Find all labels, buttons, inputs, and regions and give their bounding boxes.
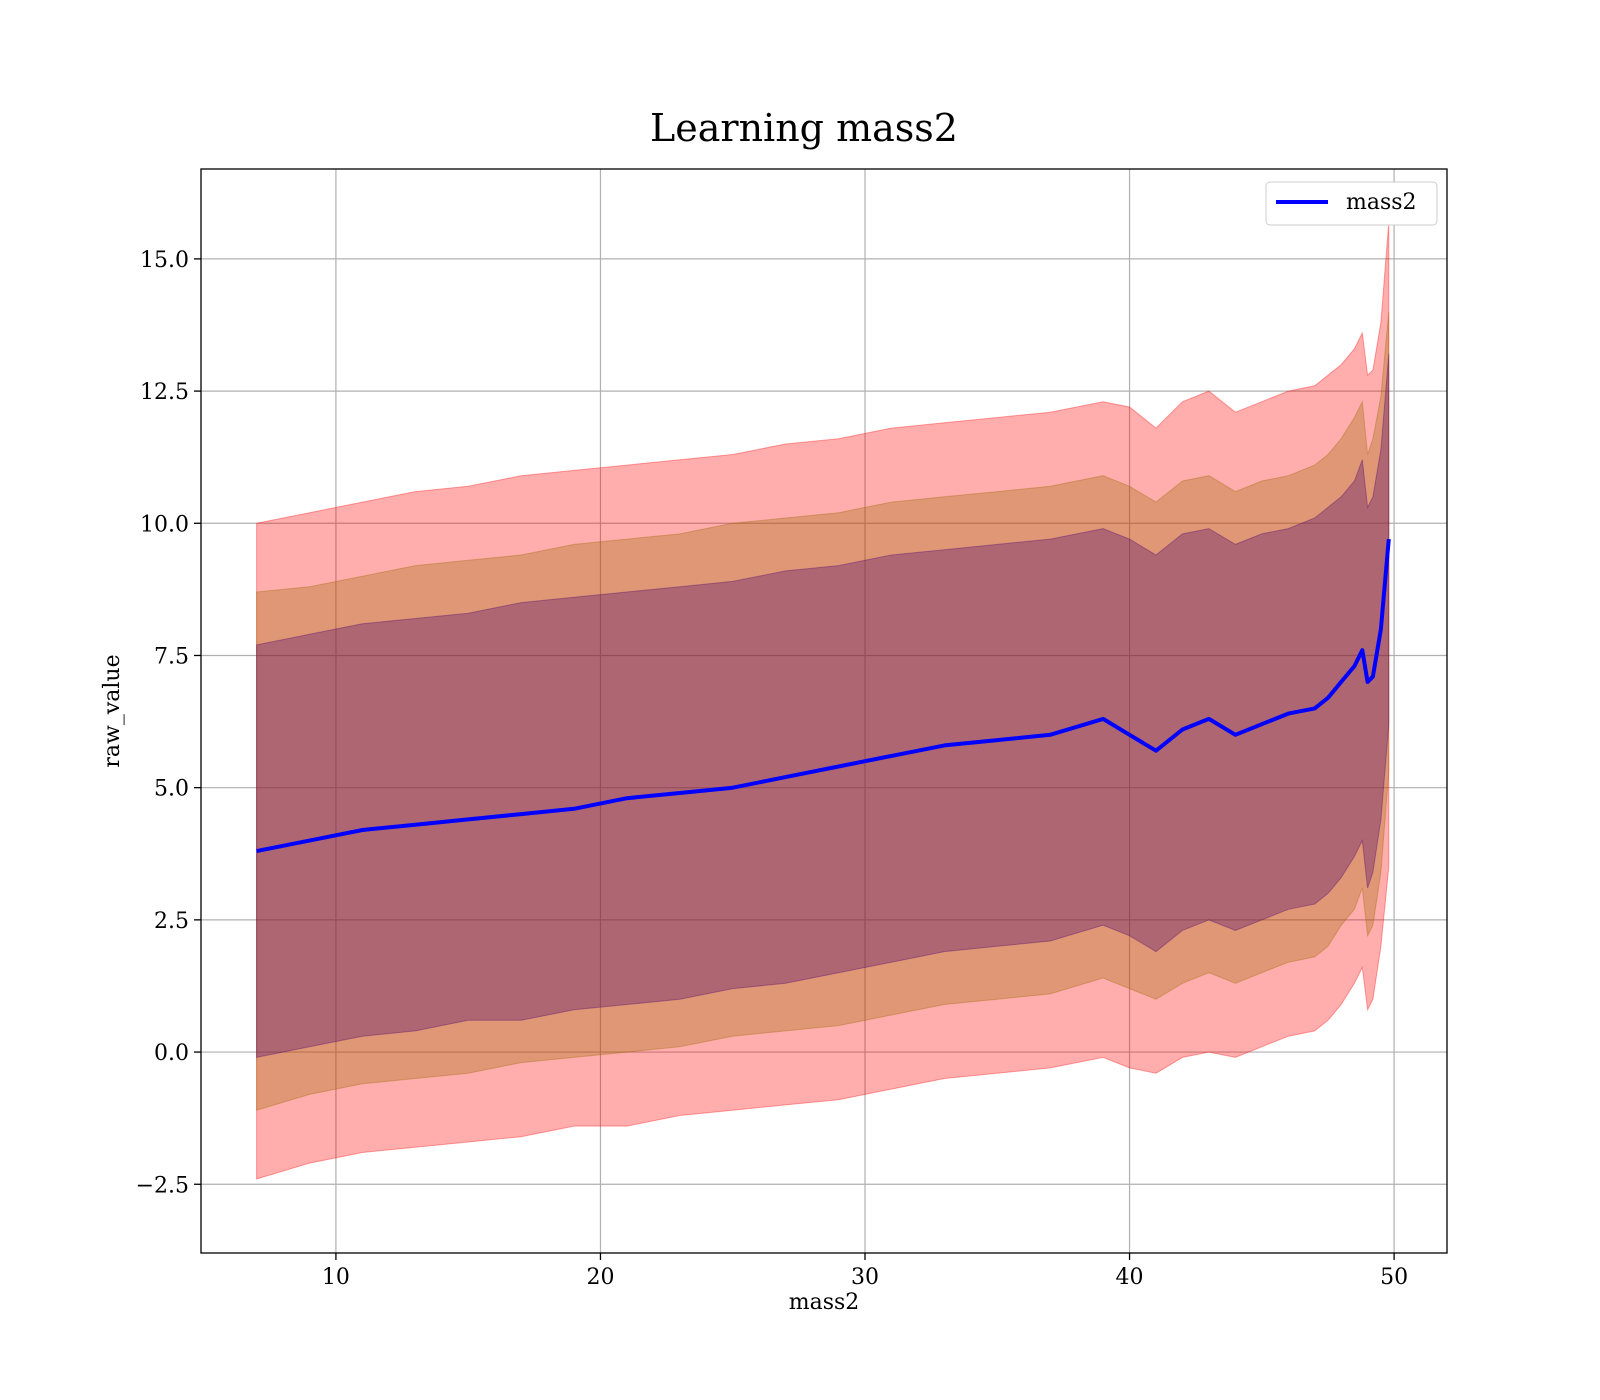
y-tick-label: 12.5	[140, 380, 189, 405]
y-tick-label: 2.5	[154, 909, 189, 934]
x-tick-label: 20	[586, 1265, 614, 1290]
x-tick-label: 50	[1380, 1265, 1408, 1290]
x-tick-label: 10	[322, 1265, 350, 1290]
y-tick-label: 10.0	[140, 512, 189, 537]
y-tick-label: 5.0	[154, 777, 189, 802]
legend-box	[1265, 181, 1438, 226]
x-tick-label: 40	[1116, 1265, 1144, 1290]
plot-frame	[200, 168, 1448, 1254]
band-middle	[256, 311, 1390, 1111]
y-axis-ticks: −2.5 0.0 2.5 5.0 7.5 10.0 12.5 15.0	[136, 248, 201, 1198]
chart-title: Learning mass2	[650, 106, 958, 150]
y-tick-label: 15.0	[140, 248, 189, 273]
y-tick-label: 7.5	[154, 644, 189, 669]
x-axis-label: mass2	[789, 1290, 860, 1315]
y-axis-label: raw_value	[100, 654, 125, 767]
x-axis-ticks: 10 20 30 40 50	[322, 1253, 1408, 1290]
x-tick-label: 30	[851, 1265, 879, 1290]
confidence-bands	[256, 221, 1390, 1180]
legend: mass2	[1265, 181, 1438, 226]
series-line-mass2	[256, 538, 1391, 854]
series-lines	[256, 538, 1391, 854]
band-inner	[256, 354, 1390, 1059]
grid	[201, 169, 1447, 1253]
legend-label: mass2	[1346, 190, 1417, 215]
band-outer	[256, 221, 1390, 1180]
y-tick-label: −2.5	[136, 1173, 189, 1198]
y-tick-label: 0.0	[154, 1041, 189, 1066]
